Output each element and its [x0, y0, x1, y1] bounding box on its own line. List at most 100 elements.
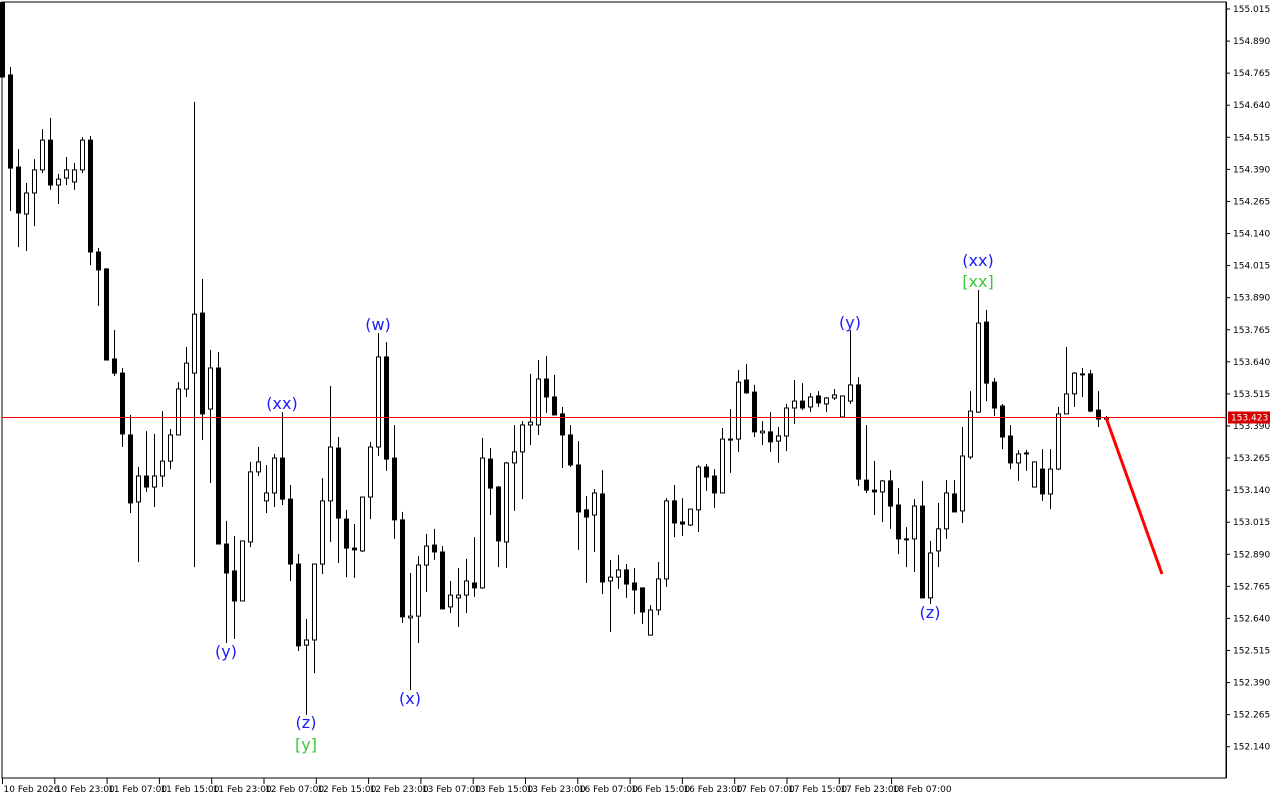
candle-body-bull	[408, 615, 413, 619]
candle	[88, 136, 93, 266]
candle-body-bull	[312, 563, 317, 641]
x-tick-label: 12 Feb 23:00	[370, 785, 429, 795]
candle-body-bear	[384, 356, 389, 460]
y-tick-label: 153.140	[1233, 486, 1270, 496]
candle	[336, 437, 341, 563]
y-tick-label: 154.265	[1233, 197, 1270, 207]
x-tick-label: 16 Feb 23:00	[683, 785, 742, 795]
candle-body-bull	[80, 139, 85, 171]
candle	[1032, 461, 1037, 488]
y-tick-label: 152.765	[1233, 582, 1270, 592]
candle	[248, 461, 253, 548]
candle	[656, 561, 661, 616]
candle-body-bull	[720, 438, 725, 494]
candle	[640, 587, 645, 625]
candle-body-bear	[552, 396, 557, 416]
candle-body-bear	[16, 166, 21, 214]
candle-body-bull	[176, 388, 181, 436]
candle	[192, 101, 197, 568]
candle	[104, 268, 109, 361]
candle-body-bear	[8, 74, 13, 169]
candle-body-bull	[528, 421, 533, 426]
candle-body-bear	[600, 493, 605, 583]
x-tick-label: 13 Feb 23:00	[527, 785, 586, 795]
candle	[136, 467, 141, 562]
candle	[184, 346, 189, 397]
candle	[744, 363, 749, 394]
candle	[960, 427, 965, 523]
candle-body-bear	[104, 268, 109, 361]
candle	[832, 389, 837, 401]
candle	[408, 573, 413, 691]
candle	[1000, 403, 1005, 450]
candle-body-bull	[304, 639, 309, 646]
current-price-tag	[1228, 411, 1270, 424]
candle-body-bull	[1016, 453, 1021, 464]
y-tick-label: 154.015	[1233, 262, 1270, 272]
y-tick-label: 154.390	[1233, 165, 1270, 175]
candle-body-bull	[840, 395, 845, 418]
candle-body-bull	[832, 394, 837, 399]
candle-body-bull	[824, 397, 829, 405]
candle-body-bear	[752, 391, 757, 433]
x-tick-label: 10 Feb 23:00	[56, 785, 115, 795]
candle-body-bull	[960, 455, 965, 512]
candle	[176, 382, 181, 436]
y-tick-label: 152.265	[1233, 711, 1270, 721]
candle	[1064, 346, 1069, 415]
y-tick-label: 153.640	[1233, 358, 1270, 368]
candle	[224, 520, 229, 644]
candle-body-bear	[544, 378, 549, 398]
candle-body-bear	[632, 582, 637, 591]
wave-label: (xx)	[266, 394, 298, 413]
x-tick-label: 18 Feb 07:00	[893, 785, 952, 795]
candle-body-bear	[112, 358, 117, 374]
candle-body-bear	[392, 457, 397, 521]
candle-body-bull	[152, 475, 157, 488]
candle	[792, 380, 797, 424]
candle	[312, 563, 317, 674]
y-tick-label: 153.765	[1233, 326, 1270, 336]
candle	[776, 427, 781, 463]
candle	[72, 162, 77, 190]
candle	[448, 580, 453, 614]
wave-label: [xx]	[962, 272, 994, 291]
overlay: 153.423	[2, 411, 1270, 575]
candle-body-bull	[1056, 413, 1061, 470]
candle-body-bull	[664, 500, 669, 580]
candle	[416, 556, 421, 644]
candle-body-bull	[360, 496, 365, 552]
x-tick-label: 11 Feb 23:00	[213, 785, 272, 795]
candle-body-bear	[864, 479, 869, 491]
candle	[816, 391, 821, 407]
y-tick-label: 154.765	[1233, 69, 1270, 79]
candle	[1048, 449, 1053, 510]
y-tick-label: 153.390	[1233, 422, 1270, 432]
candle-body-bull	[608, 576, 613, 582]
candle	[952, 480, 957, 513]
x-tick-label: 17 Feb 15:00	[788, 785, 847, 795]
candle-body-bull	[848, 384, 853, 402]
candle	[80, 137, 85, 173]
candle-body-bull	[616, 569, 621, 578]
candle-body-bull	[944, 492, 949, 530]
candle	[600, 470, 605, 595]
candle-body-bull	[416, 564, 421, 617]
y-tick-label: 152.390	[1233, 679, 1270, 689]
candle	[424, 534, 429, 592]
candle-body-bull	[248, 471, 253, 543]
candle-body-bear	[496, 486, 501, 542]
candle	[976, 289, 981, 413]
candle-body-bull	[240, 540, 245, 602]
candle-body-bull	[592, 492, 597, 516]
candle	[992, 377, 997, 416]
candles	[0, 2, 1109, 715]
candle	[936, 502, 941, 568]
candle-body-bear	[472, 582, 477, 589]
candle-body-bull	[728, 438, 733, 441]
candle-body-bull	[264, 492, 269, 502]
candle	[328, 385, 333, 542]
candle-body-bull	[792, 400, 797, 409]
candle-body-bull	[256, 461, 261, 473]
